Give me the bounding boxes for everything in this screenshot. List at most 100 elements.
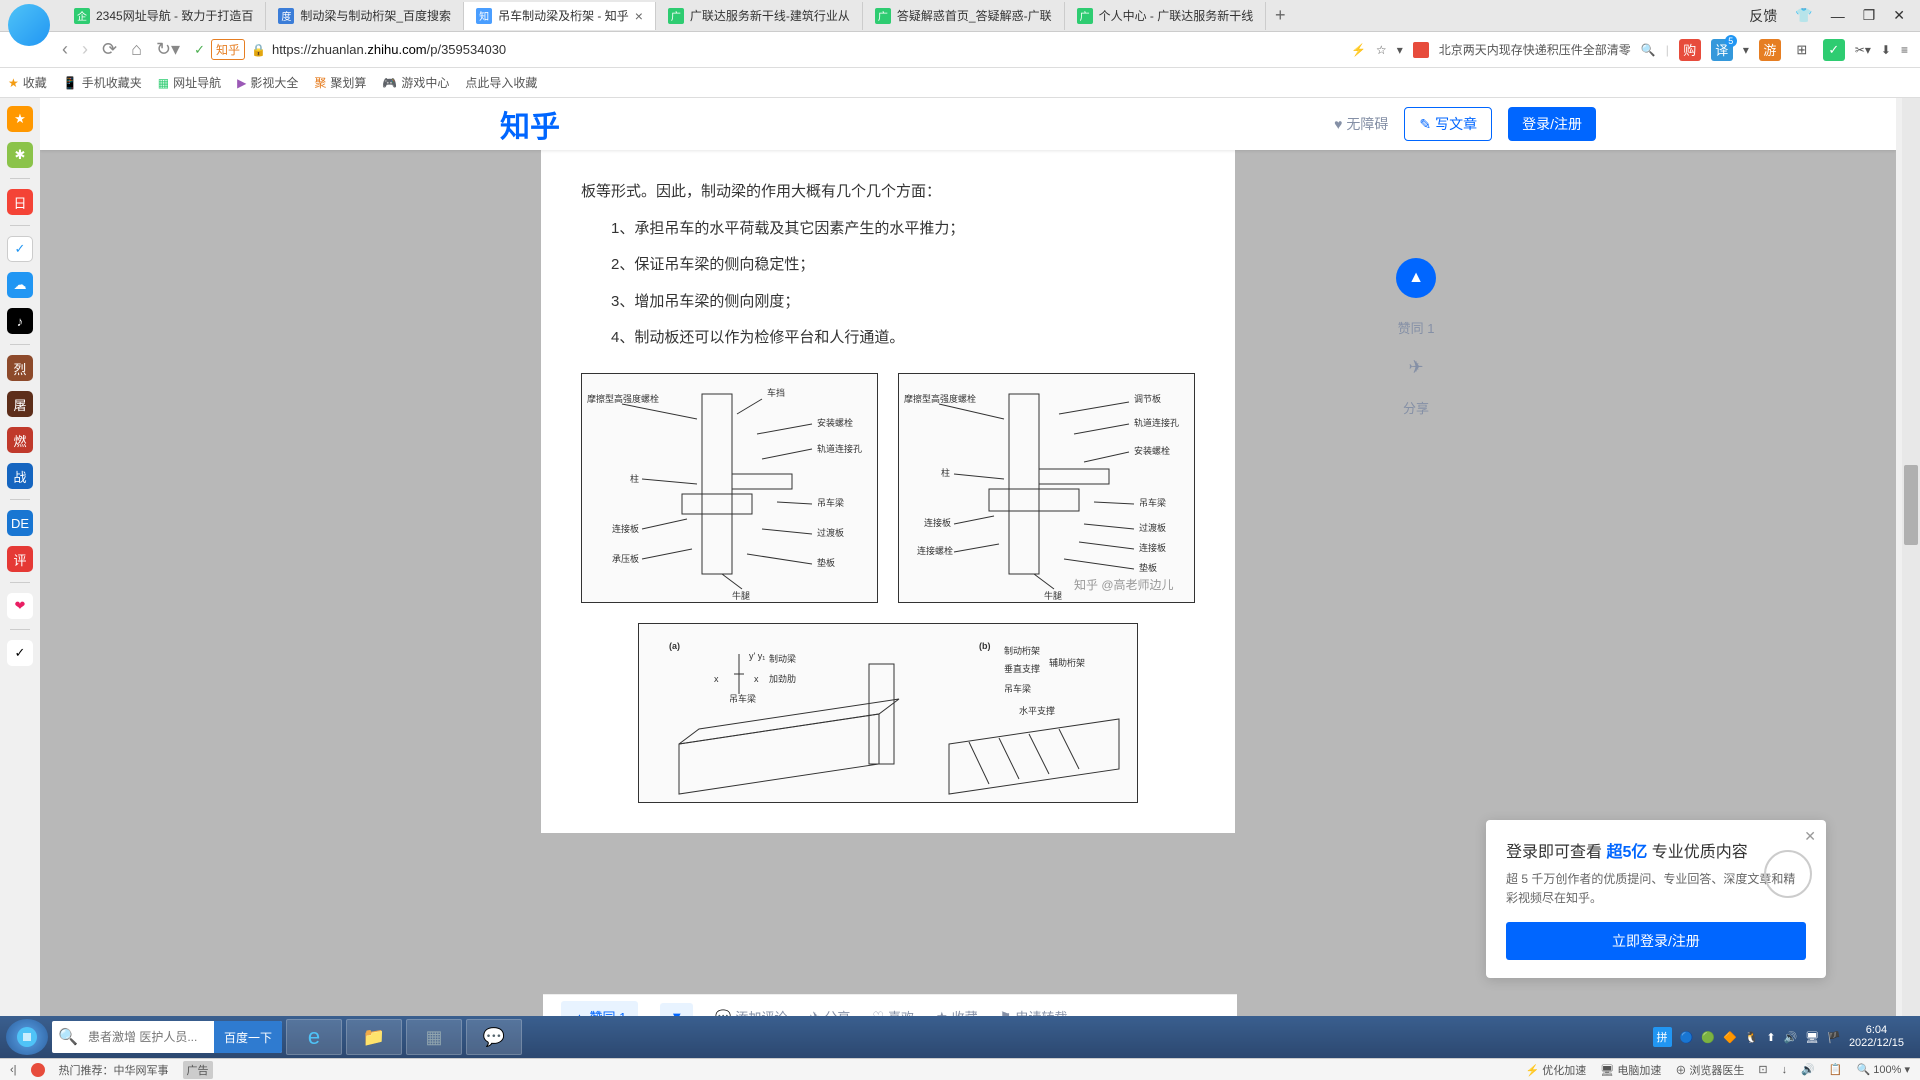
task-app[interactable]: ▦ xyxy=(406,1019,462,1055)
svg-text:连接螺栓: 连接螺栓 xyxy=(917,545,953,556)
new-tab-button[interactable]: + xyxy=(1266,5,1294,26)
rail-icon-2[interactable]: ✱ xyxy=(7,142,33,168)
ext-icon-1[interactable]: 购 xyxy=(1679,39,1701,61)
zhihu-logo[interactable]: 知乎 xyxy=(500,102,560,146)
rail-icon-9[interactable]: 燃 xyxy=(7,427,33,453)
download-icon[interactable]: ⬇ xyxy=(1881,43,1891,57)
accessibility-link[interactable]: ♥ 无障碍 xyxy=(1334,114,1388,134)
diagram-1: 摩擦型高强度螺栓 车挡 安装螺栓 轨道连接孔 柱 吊车梁 连接板 过渡板 承压板… xyxy=(581,373,878,603)
float-sidebar: ▲ 赞同 1 ✈ 分享 xyxy=(1396,258,1436,417)
rail-icon-7[interactable]: 烈 xyxy=(7,355,33,381)
tray-icon-4[interactable]: 🔶 xyxy=(1723,1031,1737,1044)
share-icon[interactable]: ✈ xyxy=(1408,357,1423,378)
tab-5[interactable]: 广个人中心 - 广联达服务新干线 xyxy=(1065,2,1267,30)
status-icon-3[interactable]: 🔊 xyxy=(1801,1063,1815,1076)
menu-icon[interactable]: ≡ xyxy=(1901,43,1908,57)
popup-login-button[interactable]: 立即登录/注册 xyxy=(1506,922,1806,960)
tab-4[interactable]: 广答疑解惑首页_答疑解惑-广联 xyxy=(863,2,1065,30)
lock-icon: 🔒 xyxy=(251,43,266,57)
ext-icon-3[interactable]: 游 xyxy=(1759,39,1781,61)
rail-icon-12[interactable]: 评 xyxy=(7,546,33,572)
tray-icon-3[interactable]: 🟢 xyxy=(1701,1031,1715,1044)
scrollbar[interactable] xyxy=(1902,98,1920,1016)
skin-icon[interactable]: 👕 xyxy=(1795,7,1812,24)
close-icon[interactable]: × xyxy=(635,8,643,24)
zoom-level[interactable]: 🔍 100% ▾ xyxy=(1857,1063,1910,1076)
svg-text:摩擦型高强度螺栓: 摩擦型高强度螺栓 xyxy=(904,393,976,404)
write-button[interactable]: ✎ 写文章 xyxy=(1404,107,1492,141)
search-button[interactable]: 百度一下 xyxy=(214,1021,282,1053)
tab-0[interactable]: 企2345网址导航 - 致力于打造百 xyxy=(62,2,266,30)
tray-icon-9[interactable]: 🏴 xyxy=(1827,1031,1841,1044)
svg-text:辅助桁架: 辅助桁架 xyxy=(1049,657,1085,668)
rail-icon-10[interactable]: 战 xyxy=(7,463,33,489)
star-icon[interactable]: ☆ xyxy=(1376,43,1387,57)
popup-close-icon[interactable]: ✕ xyxy=(1804,828,1816,845)
bookmark-game[interactable]: 🎮游戏中心 xyxy=(382,74,449,91)
rail-icon-14[interactable]: ✓ xyxy=(7,640,33,666)
news-ticker[interactable]: 北京两天内现存快递积压件全部清零 xyxy=(1439,41,1631,58)
rail-icon-8[interactable]: 屠 xyxy=(7,391,33,417)
status-collapse[interactable]: ‹| xyxy=(10,1064,17,1076)
bookmark-deal[interactable]: 聚聚划算 xyxy=(314,74,366,91)
grid-icon[interactable]: ⊞ xyxy=(1791,39,1813,61)
bookmark-video[interactable]: ▶影视大全 xyxy=(237,74,298,91)
tray-icon-2[interactable]: 🔵 xyxy=(1680,1031,1694,1044)
tab-1[interactable]: 度制动梁与制动桁架_百度搜索 xyxy=(266,2,464,30)
rail-icon-3[interactable]: 日 xyxy=(7,189,33,215)
refresh-button[interactable]: ⟳ xyxy=(102,39,117,60)
home-button[interactable]: ⌂ xyxy=(131,39,142,60)
task-ie[interactable]: e xyxy=(286,1019,342,1055)
back-button[interactable]: ‹ xyxy=(62,39,68,60)
svg-text:(a): (a) xyxy=(669,641,680,651)
status-icon-4[interactable]: 📋 xyxy=(1829,1063,1843,1076)
bookmark-fav[interactable]: ★收藏 xyxy=(8,74,47,91)
forward-button[interactable]: › xyxy=(82,39,88,60)
optimize-link[interactable]: ⚡ 优化加速 xyxy=(1526,1062,1587,1078)
cut-icon[interactable]: ✂▾ xyxy=(1855,43,1871,57)
rail-icon-5[interactable]: ☁ xyxy=(7,272,33,298)
tray-icon-8[interactable]: 🖥 xyxy=(1805,1031,1819,1044)
tray-icon-6[interactable]: ⬆ xyxy=(1766,1031,1775,1044)
task-explorer[interactable]: 📁 xyxy=(346,1019,402,1055)
hot-recommend[interactable]: 热门推荐：中华网军事 xyxy=(59,1062,169,1078)
search-input[interactable] xyxy=(84,1030,214,1044)
ext-icon-4[interactable]: ✓ xyxy=(1823,39,1845,61)
header-login-button[interactable]: 登录/注册 xyxy=(1508,107,1596,141)
url-field[interactable]: ✓知乎 🔒 https://zhuanlan.zhihu.com/p/35953… xyxy=(194,39,1337,60)
close-window-icon[interactable]: ✕ xyxy=(1893,7,1905,24)
flash-icon[interactable]: ⚡ xyxy=(1351,43,1366,57)
rail-icon-4[interactable]: ✓ xyxy=(7,236,33,262)
maximize-icon[interactable]: ❐ xyxy=(1863,7,1876,24)
tab-2[interactable]: 知吊车制动梁及桁架 - 知乎× xyxy=(464,2,656,30)
restore-button[interactable]: ↻▾ xyxy=(156,39,180,60)
ext-icon-2[interactable]: 译 xyxy=(1711,39,1733,61)
start-button[interactable] xyxy=(6,1019,48,1055)
bookmark-mobile[interactable]: 📱手机收藏夹 xyxy=(63,74,142,91)
feedback-link[interactable]: 反馈 xyxy=(1749,6,1777,26)
tray-icon-7[interactable]: 🔊 xyxy=(1784,1031,1798,1044)
task-wechat[interactable]: 💬 xyxy=(466,1019,522,1055)
accel-link[interactable]: 🖥 电脑加速 xyxy=(1600,1062,1661,1078)
tab-3[interactable]: 广广联达服务新干线-建筑行业从 xyxy=(656,2,863,30)
status-icon-2[interactable]: ↓ xyxy=(1782,1064,1788,1076)
rail-icon-1[interactable]: ★ xyxy=(7,106,33,132)
status-icon-1[interactable]: ⊡ xyxy=(1758,1063,1767,1076)
system-tray: 拼 🔵 🟢 🔶 🐧 ⬆ 🔊 🖥 🏴 6:04 2022/12/15 xyxy=(1653,1024,1914,1050)
rail-icon-6[interactable]: ♪ xyxy=(7,308,33,334)
search-icon[interactable]: 🔍 xyxy=(1641,43,1656,57)
tray-icon-1[interactable]: 拼 xyxy=(1653,1027,1672,1047)
rail-icon-11[interactable]: DE xyxy=(7,510,33,536)
rail-icon-13[interactable]: ❤ xyxy=(7,593,33,619)
svg-text:安装螺栓: 安装螺栓 xyxy=(817,417,853,428)
tray-clock[interactable]: 6:04 2022/12/15 xyxy=(1849,1024,1904,1050)
bookmark-import[interactable]: 点此导入收藏 xyxy=(465,74,537,91)
article-intro: 板等形式。因此，制动梁的作用大概有几个几个方面： xyxy=(581,178,1195,207)
bookmark-nav[interactable]: ▦网址导航 xyxy=(158,74,221,91)
doctor-link[interactable]: ⊕ 浏览器医生 xyxy=(1675,1062,1744,1078)
minimize-icon[interactable]: — xyxy=(1831,8,1845,24)
taskbar-search[interactable]: 🔍 百度一下 xyxy=(52,1021,282,1053)
hot-icon xyxy=(31,1063,45,1077)
tray-icon-5[interactable]: 🐧 xyxy=(1745,1031,1759,1044)
upvote-float-button[interactable]: ▲ xyxy=(1396,258,1436,298)
